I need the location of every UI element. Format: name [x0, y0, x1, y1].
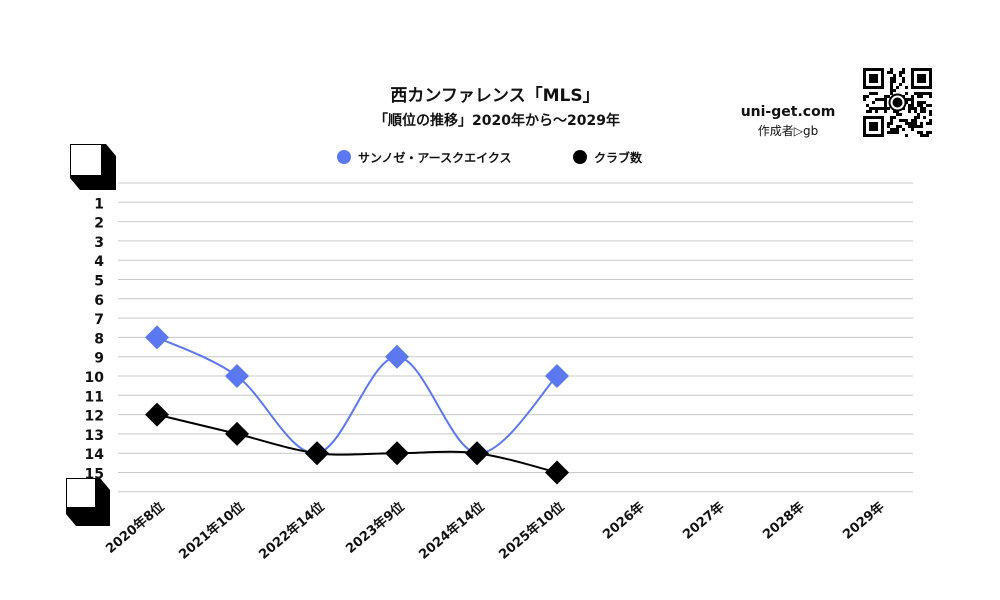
x-tick-label: 2020年8位: [103, 499, 168, 557]
y-tick-label: 6: [94, 293, 104, 309]
data-point-marker: [385, 441, 409, 466]
data-point-marker: [145, 325, 169, 350]
y-tick-label: 14: [85, 447, 105, 463]
x-tick-label: 2027年: [680, 499, 728, 543]
legend-marker-team: [337, 150, 351, 164]
x-axis-tick-labels: 2020年8位 2021年10位 2022年14位 2023年9位 2024年14位 20…: [103, 499, 888, 563]
data-point-marker: [545, 460, 569, 485]
frame-corner-top-icon: [70, 144, 116, 190]
chart-subtitle: 「順位の推移」2020年から～2029年: [374, 112, 620, 129]
x-tick-label: 2024年14位: [416, 499, 488, 563]
chart-title: 西カンファレンス「MLS」: [390, 85, 599, 106]
qr-code: [863, 68, 932, 137]
y-tick-label: 1: [94, 196, 104, 212]
legend: サンノゼ・アースクエイクス クラブ数: [337, 150, 643, 165]
data-point-marker: [145, 402, 169, 427]
site-label: uni-get.com: [741, 104, 836, 120]
x-tick-label: 2021年10位: [176, 499, 248, 563]
series-lines: [156, 336, 558, 474]
y-tick-label: 2: [94, 216, 104, 232]
legend-label-team: サンノゼ・アースクエイクス: [358, 150, 511, 165]
y-tick-label: 3: [94, 235, 104, 251]
y-tick-label: 4: [94, 254, 104, 270]
x-tick-label: 2022年14位: [256, 499, 328, 563]
x-tick-label: 2029年: [840, 499, 888, 543]
data-point-marker: [465, 441, 489, 466]
x-tick-label: 2023年9位: [343, 499, 408, 557]
x-tick-label: 2028年: [760, 499, 808, 543]
y-tick-label: 8: [94, 331, 104, 347]
data-point-marker: [225, 364, 249, 388]
series-markers: [145, 325, 569, 485]
y-tick-label: 13: [85, 428, 104, 444]
data-point-marker: [385, 344, 409, 369]
author-label: 作成者▷gb: [758, 124, 818, 138]
series-line: [156, 413, 558, 474]
y-tick-label: 12: [85, 409, 104, 425]
x-tick-label: 2025年10位: [496, 499, 568, 563]
y-tick-label: 11: [85, 389, 104, 405]
legend-marker-clubs: [573, 150, 587, 164]
data-point-marker: [225, 421, 249, 446]
data-point-marker: [545, 364, 569, 388]
data-point-marker: [305, 441, 329, 466]
frame-corner-bottom-icon: [66, 478, 110, 526]
grid-lines: [118, 182, 913, 493]
legend-label-clubs: クラブ数: [594, 150, 643, 165]
y-tick-label: 9: [94, 351, 104, 367]
y-tick-label: 7: [94, 312, 104, 328]
y-tick-label: 5: [94, 274, 104, 290]
x-tick-label: 2026年: [600, 499, 648, 543]
y-tick-label: 10: [85, 370, 105, 386]
y-tick-label: 15: [85, 467, 104, 483]
